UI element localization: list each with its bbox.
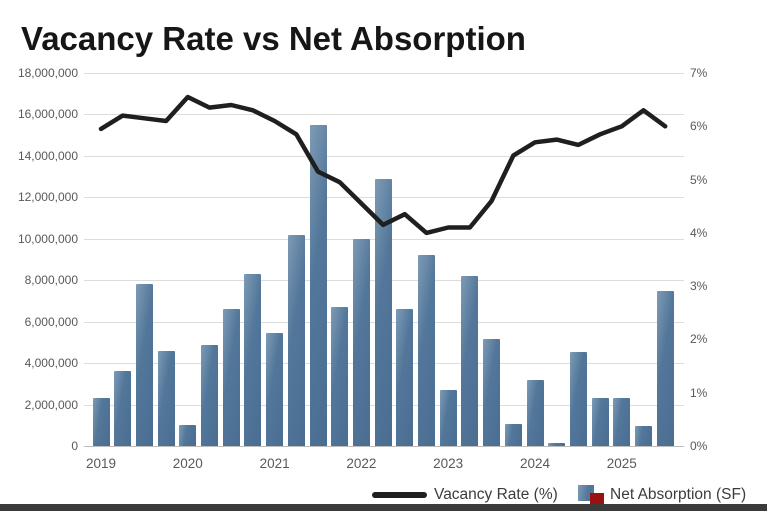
net-absorption-bar	[179, 425, 197, 446]
x-axis-year-label: 2023	[433, 456, 464, 471]
y-axis-label-left: 0	[71, 439, 78, 453]
x-axis-year-label: 2024	[519, 456, 551, 471]
y-axis-label-right: 4%	[690, 225, 708, 240]
net-absorption-bar	[591, 398, 609, 446]
net-absorption-bar	[656, 290, 674, 446]
y-axis-label-left: 8,000,000	[24, 273, 78, 288]
y-axis-label-left: 14,000,000	[17, 148, 78, 163]
net-absorption-bar	[504, 424, 522, 446]
y-axis-label-left: 10,000,000	[17, 231, 78, 246]
net-absorption-bar	[309, 124, 327, 446]
gridline	[84, 155, 684, 157]
gridline	[84, 446, 684, 447]
y-axis-label-right: 6%	[690, 119, 708, 134]
net-absorption-bar	[287, 234, 305, 446]
y-axis-label-left: 16,000,000	[17, 107, 78, 122]
net-absorption-bar	[114, 371, 132, 446]
net-absorption-bar	[374, 178, 392, 446]
net-absorption-bar	[635, 426, 652, 446]
net-absorption-bar	[548, 442, 566, 446]
y-axis-label-left: 12,000,000	[17, 190, 78, 205]
net-absorption-bar	[157, 350, 175, 446]
net-absorption-bar	[439, 390, 457, 446]
y-axis-label-left: 6,000,000	[24, 314, 78, 329]
y-axis-label-right: 2%	[690, 332, 708, 347]
vacancy-rate-legend-label: Vacancy Rate (%)	[434, 486, 558, 503]
net-absorption-bar	[483, 339, 501, 446]
net-absorption-bar	[266, 333, 284, 446]
net-absorption-bar	[352, 238, 370, 446]
chart-title: Vacancy Rate vs Net Absorption	[21, 20, 526, 57]
x-axis-year-label: 2020	[172, 456, 203, 471]
x-axis-year-label: 2019	[85, 456, 117, 471]
net-absorption-bar	[201, 345, 218, 446]
net-absorption-legend-label: Net Absorption (SF)	[610, 486, 747, 503]
net-absorption-bar	[135, 284, 153, 446]
vacancy-rate-polyline	[98, 94, 668, 236]
window-bottom-edge	[0, 504, 767, 511]
y-axis-label-right: 0%	[690, 439, 708, 453]
net-absorption-bar	[418, 255, 435, 446]
y-axis-label-right: 3%	[690, 279, 708, 294]
vacancy-rate-legend-swatch	[372, 492, 427, 498]
net-absorption-bar	[613, 398, 631, 446]
y-axis-label-right: 7%	[690, 66, 708, 80]
net-absorption-bar	[526, 379, 544, 446]
net-absorption-bar	[244, 274, 262, 446]
net-absorption-bar	[222, 309, 240, 446]
gridline	[84, 73, 684, 74]
y-axis-label-right: 1%	[690, 385, 708, 400]
net-absorption-bar	[331, 307, 349, 446]
net-absorption-bar	[569, 351, 587, 446]
y-axis-label-left: 2,000,000	[24, 397, 78, 412]
net-absorption-bar	[92, 398, 110, 446]
net-absorption-bar	[396, 309, 414, 446]
net-absorption-legend-red-swatch	[590, 493, 604, 506]
chart-legend: Vacancy Rate (%) Net Absorption (SF)	[0, 483, 767, 507]
net-absorption-bar	[461, 276, 479, 446]
x-axis-year-label: 2025	[606, 456, 637, 471]
y-axis-label-left: 18,000,000	[17, 66, 78, 80]
gridline	[84, 114, 684, 116]
y-axis-label-left: 4,000,000	[24, 356, 78, 371]
x-axis-year-label: 2021	[259, 456, 290, 471]
y-axis-label-right: 5%	[690, 172, 708, 187]
x-axis-year-label: 2022	[346, 456, 377, 471]
